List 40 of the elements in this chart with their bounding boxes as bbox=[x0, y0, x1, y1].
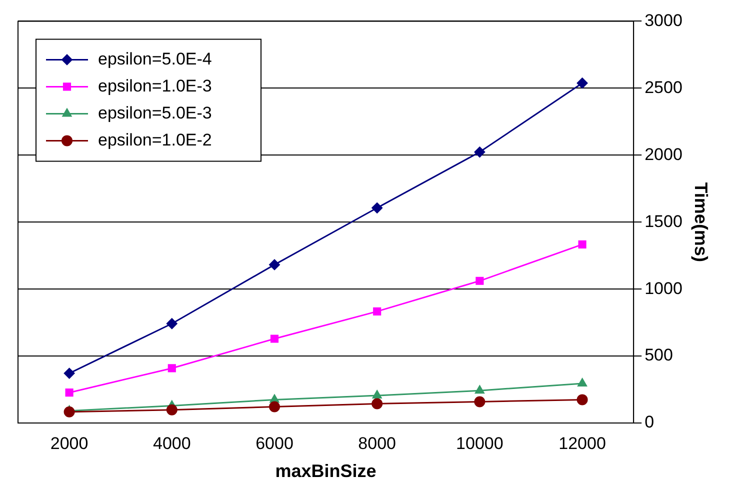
point bbox=[166, 318, 178, 330]
y-tick-label: 0 bbox=[644, 412, 654, 432]
point bbox=[578, 240, 586, 249]
x-axis-title: maxBinSize bbox=[275, 461, 376, 482]
y-tick-label: 1500 bbox=[644, 212, 682, 231]
point bbox=[65, 388, 74, 397]
point bbox=[168, 364, 176, 372]
point bbox=[372, 202, 383, 214]
y-tick-label: 500 bbox=[644, 346, 673, 365]
x-tick-label: 2000 bbox=[50, 434, 88, 453]
point bbox=[476, 276, 484, 285]
legend-label: epsilon=5.0E-3 bbox=[98, 103, 212, 122]
point bbox=[373, 307, 382, 316]
point bbox=[270, 334, 279, 343]
point bbox=[576, 394, 588, 406]
point bbox=[474, 146, 486, 158]
x-tick-label: 12000 bbox=[558, 434, 606, 453]
point bbox=[372, 390, 382, 399]
legend-label: epsilon=1.0E-2 bbox=[98, 130, 212, 150]
point bbox=[474, 396, 486, 408]
legend-label: epsilon=5.0E-4 bbox=[98, 49, 212, 68]
y-tick-label: 2500 bbox=[644, 78, 682, 97]
point bbox=[474, 385, 485, 394]
x-tick-label: 6000 bbox=[256, 434, 294, 453]
y-tick-label: 1000 bbox=[644, 278, 682, 298]
point bbox=[64, 406, 75, 418]
point bbox=[577, 378, 588, 386]
y-tick-label: 3000 bbox=[644, 10, 682, 30]
legend-label: epsilon=1.0E-3 bbox=[98, 76, 212, 96]
point bbox=[576, 78, 588, 89]
y-axis-title: Time(ms) bbox=[691, 182, 712, 262]
point bbox=[372, 398, 383, 410]
y-tick-label: 2000 bbox=[644, 144, 682, 164]
point bbox=[64, 368, 75, 379]
x-tick-label: 10000 bbox=[456, 434, 504, 453]
point bbox=[166, 404, 178, 416]
point bbox=[268, 401, 280, 412]
x-tick-label: 4000 bbox=[152, 434, 191, 453]
point bbox=[268, 259, 280, 270]
x-tick-label: 8000 bbox=[358, 434, 396, 453]
